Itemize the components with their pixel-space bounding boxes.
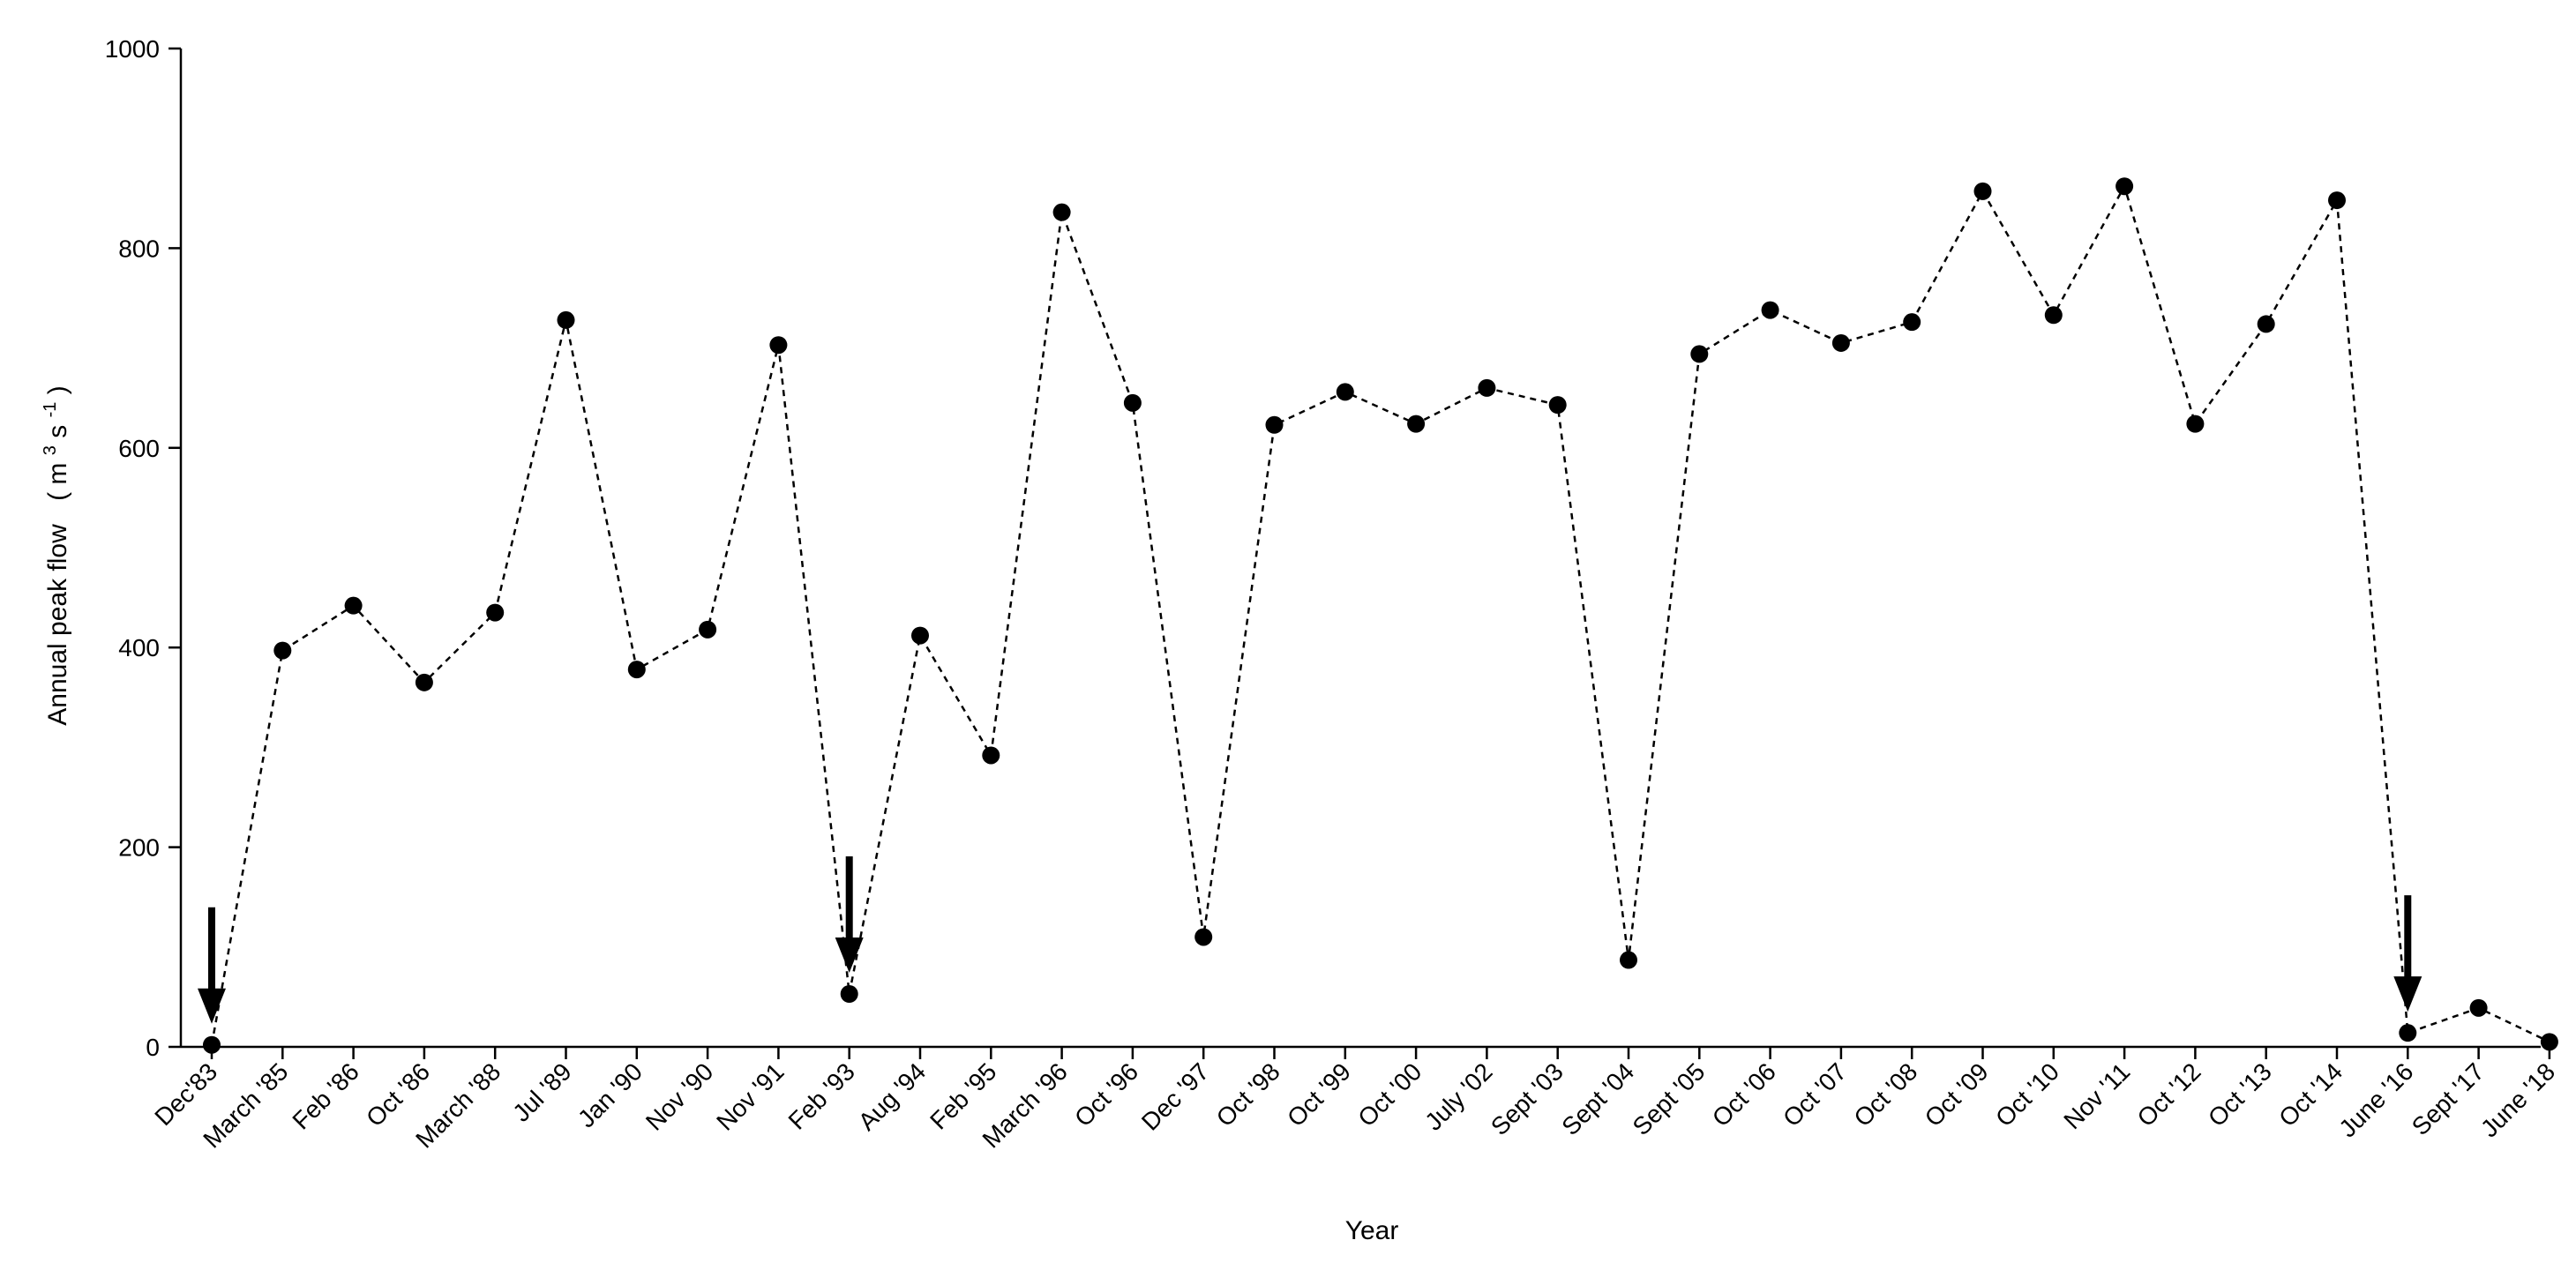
x-tick-label: Oct '06 [1707, 1057, 1781, 1132]
y-tick-label: 200 [118, 834, 160, 862]
x-tick-label: Aug '94 [853, 1057, 931, 1135]
x-tick-label: Oct '96 [1069, 1057, 1143, 1132]
data-point [1478, 378, 1496, 397]
arrow-head [2393, 976, 2422, 1012]
data-point [1336, 383, 1354, 401]
data-point [2540, 1033, 2558, 1051]
data-point [1123, 393, 1142, 412]
down-arrow-annotation [835, 856, 864, 974]
data-point [911, 626, 929, 645]
data-point [1548, 396, 1567, 415]
data-point [1690, 345, 1709, 363]
data-point [769, 336, 788, 355]
data-point [1761, 301, 1779, 319]
x-tick-label: Dec '97 [1136, 1057, 1214, 1135]
data-point [1265, 415, 1284, 434]
data-point [2044, 306, 2063, 325]
axes [179, 49, 2541, 1049]
x-tick-label: Nov '91 [711, 1057, 789, 1135]
data-point [2186, 415, 2205, 433]
data-point [982, 746, 1000, 765]
data-point [699, 620, 717, 639]
x-tick-label: Oct '99 [1282, 1057, 1356, 1132]
data-point [415, 673, 433, 691]
x-axis-title: Year [1345, 1216, 1399, 1245]
x-tick-label: Oct '13 [2203, 1057, 2277, 1132]
x-tick-label: Sept '03 [1486, 1057, 1569, 1140]
data-point [2399, 1024, 2417, 1042]
y-tick-label: 1000 [105, 35, 160, 63]
x-tick-label: Oct '09 [1920, 1057, 1994, 1132]
x-tick-label: Jul '89 [507, 1057, 577, 1127]
y-tick-label: 400 [118, 634, 160, 661]
data-point [557, 310, 575, 329]
y-axis-unit-mid: s [43, 425, 72, 438]
data-point [1052, 203, 1071, 221]
x-tick-label: Oct '10 [1990, 1057, 2064, 1132]
data-point [2115, 177, 2134, 196]
y-tick-label: 800 [118, 235, 160, 262]
arrow-head [835, 938, 864, 974]
data-point [2469, 998, 2488, 1017]
data-point [1903, 313, 1921, 332]
data-point [1194, 928, 1213, 946]
y-axis-unit-base: m [43, 463, 72, 485]
data-point [2257, 315, 2275, 333]
arrow-head [198, 988, 226, 1024]
y-axis-title: Annual peak flow ( m 3 s -1 ) [33, 385, 72, 725]
data-point [1831, 333, 1850, 352]
down-arrow-annotation [2393, 895, 2422, 1012]
data-point [1407, 415, 1426, 433]
down-arrow-annotation [198, 907, 226, 1024]
data-point [2328, 191, 2346, 210]
y-tick-label: 600 [118, 435, 160, 462]
y-axis-title-main: Annual peak flow [43, 524, 72, 726]
x-tick-label: Sept '17 [2407, 1057, 2490, 1140]
x-tick-label: Sept '05 [1628, 1057, 1711, 1140]
x-tick-label: June '16 [2333, 1057, 2418, 1142]
x-tick-label: Oct '98 [1211, 1057, 1285, 1132]
series-peak-flow [203, 177, 2558, 1054]
y-axis-unit-sup2: -1 [41, 402, 60, 418]
x-tick-label: Nov '90 [640, 1057, 718, 1135]
data-point [840, 985, 858, 1004]
y-tick-label: 0 [146, 1034, 160, 1061]
data-point [203, 1035, 221, 1054]
x-tick-label: Oct '12 [2132, 1057, 2206, 1132]
data-point [1973, 182, 1992, 200]
y-axis-unit-sup1: 3 [41, 445, 60, 455]
x-tick-label: June '18 [2475, 1057, 2560, 1142]
x-tick-label: Oct '08 [1848, 1057, 1922, 1132]
x-tick-label: Sept '04 [1556, 1057, 1639, 1140]
data-point [344, 596, 363, 615]
x-tick-label: Feb '93 [783, 1057, 860, 1134]
x-tick-label: Jan '90 [573, 1057, 648, 1132]
annotation-arrows [198, 856, 2422, 1024]
y-axis-ticks: 0 200 400 600 800 1000 [105, 35, 181, 1061]
data-point [273, 641, 292, 660]
data-point [627, 661, 646, 679]
x-tick-label: Oct '07 [1778, 1057, 1852, 1132]
x-tick-label: Feb '86 [287, 1057, 363, 1134]
x-tick-label: Oct '00 [1352, 1057, 1427, 1132]
x-tick-label: July '02 [1419, 1057, 1497, 1135]
x-tick-label: Nov '11 [2058, 1057, 2135, 1134]
series-line [210, 183, 2550, 1045]
data-point [1620, 951, 1637, 969]
data-point [486, 603, 505, 622]
